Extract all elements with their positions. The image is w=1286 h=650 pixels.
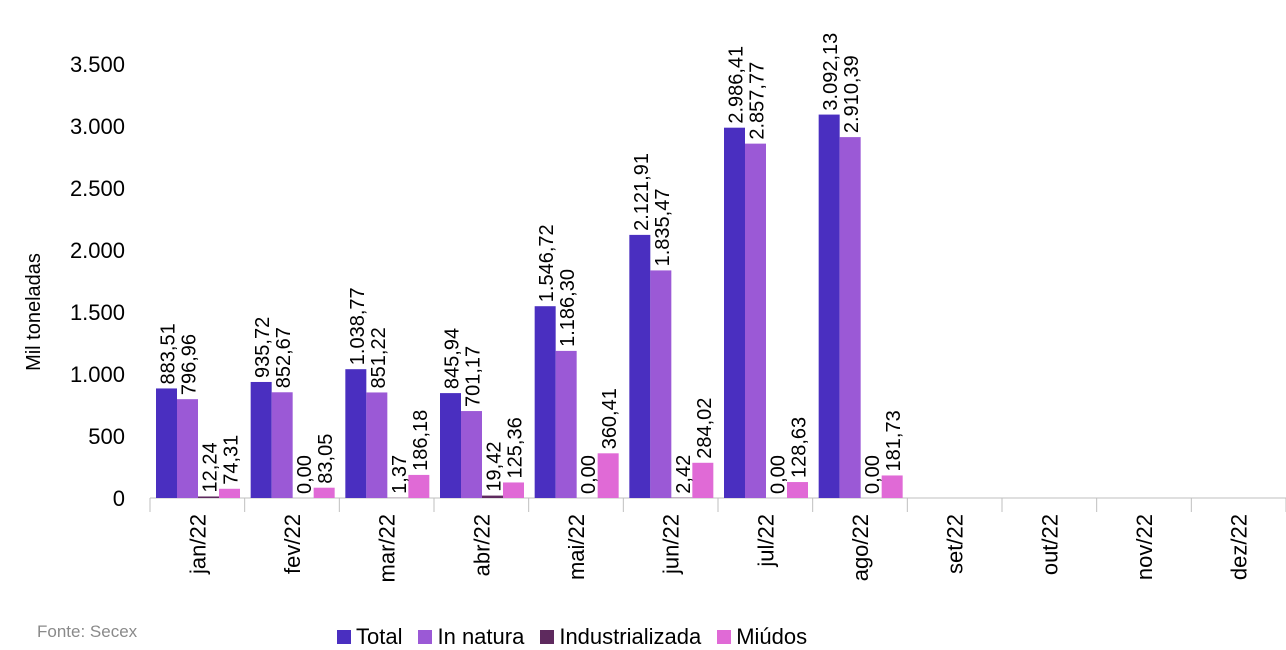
bar <box>881 475 903 498</box>
bars <box>156 114 903 499</box>
data-label: 0,00 <box>768 455 790 494</box>
data-label: 360,41 <box>599 388 621 449</box>
x-tick-label: set/22 <box>943 514 968 574</box>
legend-swatch-in-natura <box>418 630 433 644</box>
y-tick-label: 2.000 <box>70 238 125 263</box>
data-label: 19,42 <box>484 442 506 492</box>
y-tick-label: 2.500 <box>70 176 125 201</box>
x-tick-label: fev/22 <box>280 514 305 574</box>
data-label: 125,36 <box>505 417 527 478</box>
bar <box>650 270 672 498</box>
legend-label-total: Total <box>356 624 403 649</box>
data-label: 3.092,13 <box>820 33 842 111</box>
bar <box>177 399 198 498</box>
data-label: 0,00 <box>862 455 884 494</box>
data-label: 2.910,39 <box>841 55 863 133</box>
x-tick-label: jan/22 <box>185 514 210 575</box>
data-label: 0,00 <box>578 455 600 494</box>
x-tick-label: ago/22 <box>848 514 873 581</box>
data-label: 12,24 <box>200 442 222 492</box>
bar <box>692 462 714 498</box>
legend-label-in-natura: In natura <box>437 624 525 649</box>
bar <box>198 496 219 498</box>
x-tick-label: out/22 <box>1037 514 1062 575</box>
y-tick-label: 1.500 <box>70 300 125 325</box>
data-label: 796,96 <box>179 334 201 395</box>
bar <box>818 114 840 499</box>
data-label: 2.986,41 <box>726 46 748 124</box>
legend-item-in-natura: In natura <box>418 624 524 650</box>
x-tick-label: abr/22 <box>469 514 494 576</box>
data-label: 845,94 <box>442 328 464 389</box>
bar <box>534 306 556 498</box>
data-label: 83,05 <box>315 434 337 484</box>
bar <box>629 234 651 498</box>
data-label: 181,73 <box>883 410 905 471</box>
bar <box>271 392 293 498</box>
legend-item-industrializada: Industrializada <box>540 624 701 650</box>
x-tick-label: jul/22 <box>753 514 778 568</box>
data-label: 2.857,77 <box>747 62 769 140</box>
bar <box>156 388 177 498</box>
y-tick-label: 3.500 <box>70 52 125 77</box>
x-tick-label: mar/22 <box>375 514 400 582</box>
x-tick-label: dez/22 <box>1227 514 1252 580</box>
data-label: 284,02 <box>694 398 716 459</box>
bar <box>555 350 577 498</box>
data-label: 0,00 <box>294 455 316 494</box>
legend-swatch-miudos <box>717 630 732 644</box>
bar <box>503 482 524 498</box>
y-tick-label: 3.000 <box>70 114 125 139</box>
legend-swatch-total <box>337 630 351 644</box>
y-axis-label: Mil toneladas <box>23 253 45 371</box>
bar <box>787 482 808 498</box>
data-label: 1.038,77 <box>347 287 369 365</box>
data-label: 1.546,72 <box>536 224 558 302</box>
legend-item-miudos: Miúdos <box>717 624 807 650</box>
bar <box>313 487 335 498</box>
data-label: 2.121,91 <box>631 153 653 231</box>
data-label: 852,67 <box>273 327 295 388</box>
source-note: Fonte: Secex <box>37 622 138 641</box>
data-label: 74,31 <box>221 435 243 485</box>
legend: Total In natura Industrializada Miúdos <box>337 624 823 650</box>
bar <box>408 474 430 498</box>
bar <box>250 381 272 498</box>
bar-chart: 0 500 1.000 1.500 2.000 2.500 3.000 3.500 jan/2… <box>23 33 1286 582</box>
y-tick-label: 0 <box>113 486 125 511</box>
legend-label-miudos: Miúdos <box>736 624 808 649</box>
data-label: 1.186,30 <box>557 269 579 347</box>
bar <box>839 137 861 498</box>
data-label: 701,17 <box>463 346 485 407</box>
data-label: 935,72 <box>252 317 274 378</box>
legend-label-industrializada: Industrializada <box>559 624 702 649</box>
bar <box>366 392 388 498</box>
data-label: 1,37 <box>389 455 411 494</box>
data-label: 851,22 <box>368 327 390 388</box>
bar <box>461 411 482 498</box>
x-tick-label: mai/22 <box>564 514 589 580</box>
bar <box>440 393 461 498</box>
bar <box>745 143 766 498</box>
x-tick-label: jun/22 <box>659 514 684 575</box>
bar <box>345 369 367 498</box>
data-label: 128,63 <box>789 417 811 478</box>
x-axis: jan/22 fev/22 mar/22 abr/22 mai/22 jun/22 jul/… <box>149 497 1286 582</box>
bar <box>219 488 240 498</box>
y-axis: 0 500 1.000 1.500 2.000 2.500 3.000 3.500 <box>70 52 125 511</box>
y-tick-label: 500 <box>88 424 125 449</box>
data-label: 883,51 <box>158 323 180 384</box>
data-labels: 883,51 935,72 1.038,77 845,94 1.546,72 2.121,… <box>158 33 906 494</box>
legend-item-total: Total <box>337 624 402 650</box>
x-tick-label: nov/22 <box>1132 514 1157 580</box>
y-tick-label: 1.000 <box>70 362 125 387</box>
bar <box>482 495 503 498</box>
legend-swatch-industrializada <box>540 630 555 644</box>
bar <box>724 127 745 499</box>
data-label: 186,18 <box>410 410 432 471</box>
data-label: 2,42 <box>673 455 695 494</box>
bar <box>597 453 619 498</box>
data-label: 1.835,47 <box>652 189 674 267</box>
